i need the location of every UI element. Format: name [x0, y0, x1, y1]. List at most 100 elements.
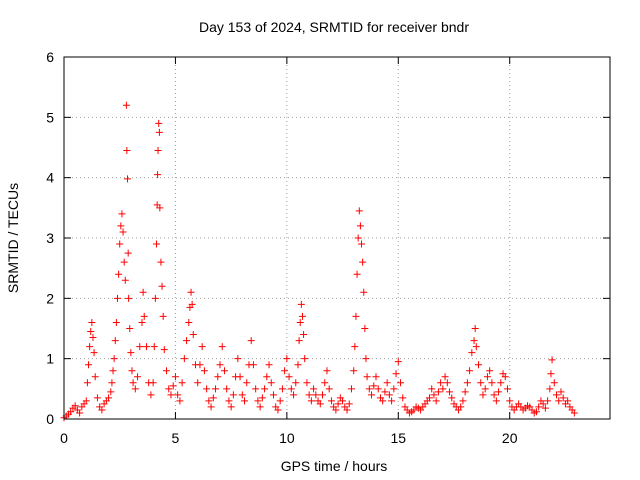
data-point-marker — [497, 379, 505, 387]
data-point-marker — [383, 379, 391, 387]
x-tick-label: 5 — [172, 430, 180, 446]
data-point-marker — [225, 397, 233, 405]
data-point-marker — [446, 388, 454, 396]
data-point-marker — [89, 334, 97, 342]
data-point-marker — [142, 343, 150, 351]
data-point-marker — [223, 385, 231, 393]
data-point-marker — [323, 367, 331, 375]
data-point-marker — [139, 288, 147, 296]
data-point-marker — [159, 312, 167, 320]
data-point-marker — [307, 397, 315, 405]
data-point-marker — [108, 379, 116, 387]
data-point-marker — [205, 397, 213, 405]
data-point-marker — [129, 379, 137, 387]
data-point-marker — [305, 391, 313, 399]
data-point-marker — [372, 373, 380, 381]
data-point-marker — [312, 391, 320, 399]
data-point-marker — [361, 325, 369, 332]
data-point-marker — [254, 397, 262, 405]
data-point-marker — [297, 300, 305, 308]
data-point-marker — [265, 361, 273, 369]
data-point-marker — [214, 373, 222, 381]
grid-lines — [64, 57, 610, 419]
data-point-marker — [479, 391, 487, 399]
data-point-marker — [481, 385, 489, 393]
data-point-marker — [365, 385, 373, 393]
data-point-marker — [121, 276, 129, 284]
data-point-marker — [86, 343, 94, 351]
data-point-marker — [354, 234, 362, 242]
data-point-marker — [83, 379, 91, 387]
data-point-marker — [252, 385, 260, 393]
data-point-marker — [169, 382, 177, 390]
data-point-marker — [296, 318, 304, 326]
data-point-marker — [448, 394, 456, 402]
data-point-marker — [539, 400, 547, 408]
data-point-marker — [463, 379, 471, 387]
data-point-marker — [488, 379, 496, 387]
data-point-marker — [128, 367, 136, 375]
data-point-marker — [163, 367, 171, 375]
tick-labels: 0 5 10 15 20 0 1 2 3 4 5 6 — [46, 49, 518, 446]
data-point-marker — [298, 312, 306, 320]
data-point-marker — [477, 379, 485, 387]
data-point-marker — [85, 361, 93, 369]
data-point-marker — [234, 355, 242, 363]
data-point-marker — [238, 391, 246, 399]
data-point-marker — [207, 403, 215, 411]
data-point-marker — [157, 258, 165, 266]
data-point-marker — [276, 397, 284, 405]
data-point-marker — [360, 288, 368, 296]
data-point-marker — [243, 379, 251, 387]
data-point-marker — [325, 385, 333, 393]
data-point-marker — [544, 397, 552, 405]
data-point-marker — [351, 343, 359, 351]
data-point-marker — [165, 385, 173, 393]
data-point-marker — [437, 379, 445, 387]
data-point-marker — [183, 337, 191, 345]
data-point-marker — [300, 331, 308, 339]
data-point-marker — [287, 385, 295, 393]
data-point-marker — [295, 337, 303, 345]
x-tick-label: 10 — [279, 430, 295, 446]
data-point-marker — [392, 370, 400, 378]
data-point-marker — [220, 367, 228, 375]
y-tick-label: 6 — [46, 49, 54, 65]
data-point-marker — [316, 400, 324, 408]
data-point-marker — [564, 397, 572, 405]
data-point-marker — [180, 355, 188, 363]
data-point-marker — [227, 403, 235, 411]
y-tick-label: 5 — [46, 109, 54, 125]
data-point-marker — [174, 391, 182, 399]
y-tick-label: 3 — [46, 230, 54, 246]
data-point-marker — [119, 228, 127, 236]
data-point-marker — [347, 385, 355, 393]
data-point-marker — [352, 312, 360, 320]
data-point-marker — [385, 391, 393, 399]
data-point-marker — [125, 294, 133, 302]
data-point-marker — [98, 406, 106, 414]
data-point-marker — [88, 318, 96, 326]
data-point-marker — [111, 337, 119, 345]
x-axis-title: GPS time / hours — [281, 458, 388, 474]
data-point-marker — [381, 388, 389, 396]
y-axis-title: SRMTID / TECUs — [5, 183, 21, 293]
data-point-marker — [492, 397, 500, 405]
data-point-marker — [71, 402, 79, 410]
data-point-marker — [124, 175, 132, 183]
data-point-marker — [374, 385, 382, 393]
y-tick-label: 1 — [46, 351, 54, 367]
x-tick-label: 20 — [502, 430, 518, 446]
data-point-marker — [187, 288, 195, 296]
data-point-marker — [258, 394, 266, 402]
data-point-marker — [150, 343, 158, 351]
data-point-marker — [439, 385, 447, 393]
data-point-marker — [127, 349, 135, 357]
data-point-marker — [503, 385, 511, 393]
data-point-marker — [506, 397, 514, 405]
data-point-marker — [105, 394, 113, 402]
data-point-marker — [218, 343, 226, 351]
data-point-marker — [443, 379, 451, 387]
data-point-marker — [122, 101, 130, 109]
